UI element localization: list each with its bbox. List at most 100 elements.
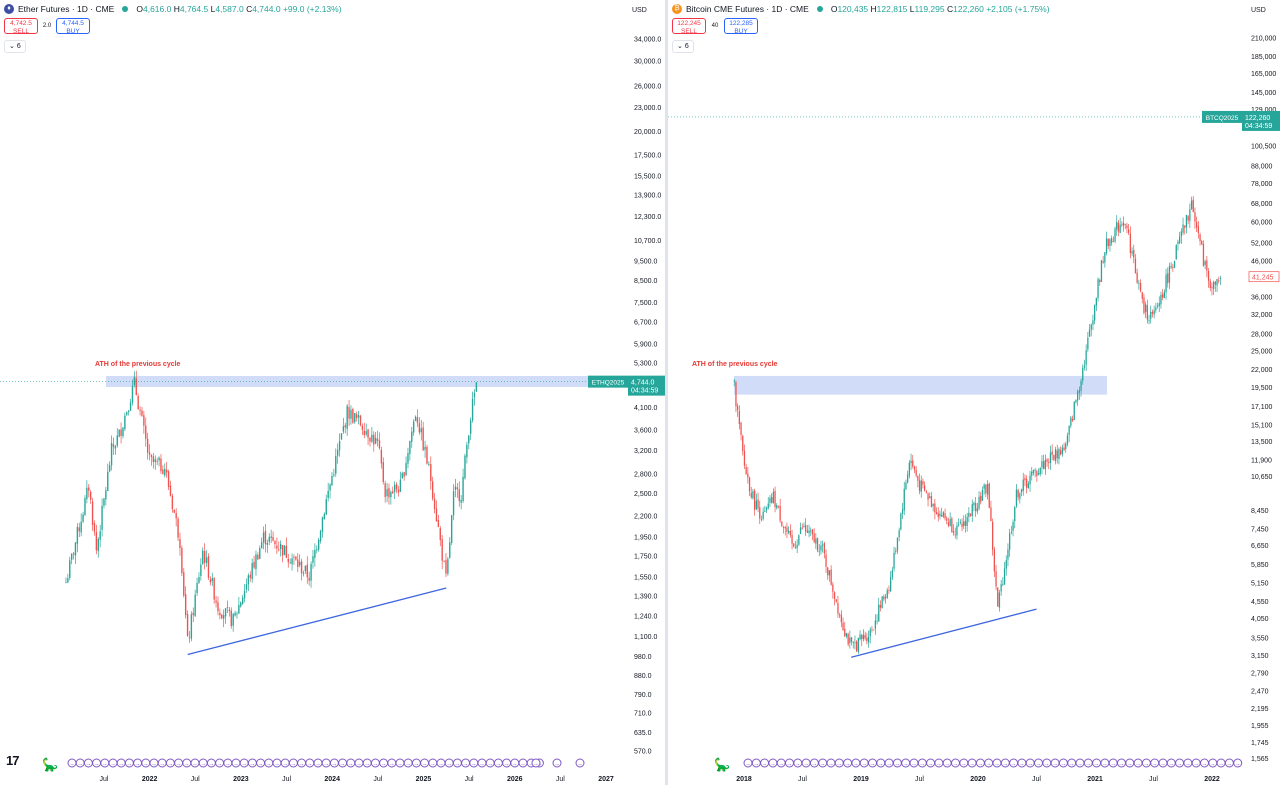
candle — [270, 536, 272, 538]
candle — [1026, 479, 1028, 488]
event-marker-icon[interactable] — [575, 758, 585, 768]
tradingview-logo[interactable]: 17 — [6, 753, 20, 768]
chart-pane-bitcoin[interactable]: 210,000 185,000 165,000 145,000 129,000 100,5… — [668, 0, 1280, 785]
candle — [158, 457, 160, 461]
price-axis-label: 1,950.0 — [634, 534, 657, 541]
candle — [1189, 209, 1191, 221]
candle — [930, 496, 933, 508]
candle — [912, 460, 914, 467]
candle — [403, 472, 405, 477]
candle — [215, 600, 217, 603]
time-axis-label: Jul — [798, 776, 807, 783]
candle — [236, 613, 238, 615]
candle — [243, 591, 246, 599]
candle — [371, 434, 373, 442]
event-arrow: → — [192, 762, 198, 768]
candle — [127, 410, 130, 412]
candle — [827, 567, 829, 576]
price-axis-label: 1,550.0 — [634, 574, 657, 581]
event-marker-icon[interactable] — [552, 758, 562, 768]
indicators-collapse-button[interactable]: ⌄ 6 — [672, 40, 694, 53]
candle — [346, 405, 348, 429]
last-price-tag[interactable] — [628, 375, 665, 396]
candle — [325, 499, 327, 515]
candle — [801, 527, 803, 529]
bitcoin-chart-canvas[interactable]: 210,000 185,000 165,000 145,000 129,000 100,5… — [668, 0, 1280, 785]
candle — [276, 545, 278, 549]
candle — [929, 496, 931, 499]
candle — [162, 469, 164, 475]
last-price-tag[interactable] — [1242, 110, 1280, 131]
candle — [160, 458, 162, 472]
candle — [93, 523, 96, 532]
ath-annotation[interactable]: ATH of the previous cycle — [95, 361, 181, 368]
indicators-collapse-button[interactable]: ⌄ 6 — [4, 40, 26, 53]
price-axis-label: 5,850 — [1251, 562, 1269, 569]
sell-button[interactable]: 4,742.5 SELL — [4, 18, 38, 35]
candle — [1199, 234, 1201, 242]
events-row[interactable]: → → → → → → → → → → → → → → → → → → → → → → → → → → → → → → → → → → → → → → → →… — [743, 758, 1243, 768]
event-arrow: → — [1102, 762, 1108, 768]
candle — [813, 533, 815, 543]
event-marker-icon[interactable] — [531, 758, 541, 768]
event-arrow: → — [331, 762, 337, 768]
bar-countdown: 04:34:59 — [1245, 123, 1272, 130]
candle — [958, 524, 960, 526]
candle — [287, 558, 289, 563]
candle — [327, 490, 329, 498]
candle — [740, 422, 742, 435]
buy-button[interactable]: 122,285 BUY — [724, 18, 758, 35]
candle — [1126, 225, 1128, 229]
candle — [961, 523, 963, 527]
candle — [762, 511, 764, 519]
candle — [145, 425, 147, 439]
candle — [1184, 225, 1186, 228]
candle — [397, 489, 400, 493]
candle — [750, 492, 752, 498]
chart-pane-ether[interactable]: 34,000.0 30,000.0 26,000.0 23,000.0 20,000.0… — [0, 0, 665, 785]
ath-zone[interactable] — [734, 375, 1107, 395]
price-axis-label: 7,450 — [1251, 526, 1269, 533]
ether-chart-canvas[interactable]: 34,000.0 30,000.0 26,000.0 23,000.0 20,000.0… — [0, 0, 665, 785]
candle — [976, 508, 978, 512]
candle — [969, 514, 972, 516]
chart-title[interactable]: Ether Futures · 1D · CME — [18, 4, 115, 14]
chart-title[interactable]: Bitcoin CME Futures · 1D · CME — [686, 4, 809, 14]
buy-button[interactable]: 4,744.5 BUY — [56, 18, 90, 35]
candle — [171, 495, 174, 510]
pane-divider[interactable] — [665, 0, 668, 785]
candle — [742, 435, 744, 452]
candle — [175, 512, 177, 519]
candle — [471, 398, 474, 421]
ath-annotation[interactable]: ATH of the previous cycle — [692, 361, 778, 368]
support-trendline[interactable] — [187, 587, 447, 656]
support-trendline[interactable] — [851, 608, 1037, 658]
candle — [247, 575, 250, 585]
event-arrow: → — [233, 762, 239, 768]
price-axis-label: 3,150 — [1251, 653, 1269, 660]
candle — [794, 547, 797, 549]
price-axis-label: 3,200.0 — [634, 448, 657, 455]
symbol-tag[interactable] — [1202, 110, 1242, 123]
sell-button[interactable]: 122,245 SELL — [672, 18, 706, 35]
candle — [342, 426, 345, 432]
events-row[interactable]: → → → → → → → → → → → → → → → → → → → → → → → → → → → → → → → → → → → → → → → →… — [67, 758, 585, 768]
symbol-tag[interactable] — [588, 375, 628, 388]
candle — [300, 561, 303, 574]
candle — [811, 529, 814, 535]
candle — [857, 637, 859, 653]
candle — [1012, 522, 1014, 531]
candle — [799, 527, 802, 534]
candle — [1068, 426, 1070, 435]
candle — [297, 559, 299, 567]
event-arrow: → — [487, 762, 493, 768]
candle — [1214, 281, 1216, 285]
event-arrow: → — [953, 762, 959, 768]
candle — [167, 471, 170, 487]
candle — [190, 614, 193, 639]
candle — [304, 565, 307, 572]
event-marker-icon[interactable] — [1233, 758, 1243, 768]
candle — [143, 415, 145, 426]
price-axis-label: 1,390.0 — [634, 593, 657, 600]
candle — [259, 548, 261, 559]
